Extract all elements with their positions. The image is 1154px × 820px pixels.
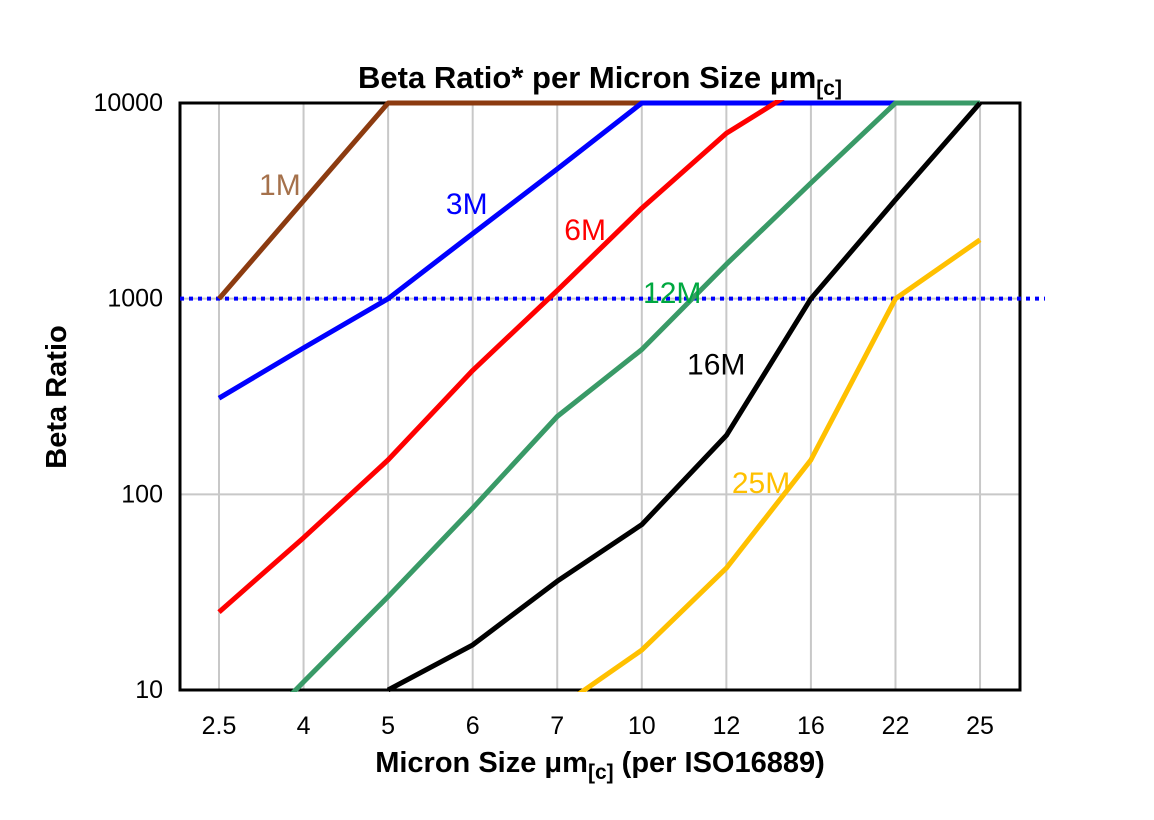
series-line-25M (577, 237, 982, 692)
series-line-12M (290, 100, 980, 692)
y-tick-label: 10000 (93, 89, 163, 117)
x-tick-label: 22 (882, 712, 910, 740)
x-tick-label: 12 (712, 712, 740, 740)
x-tick-label: 4 (297, 712, 311, 740)
x-tick-label: 7 (550, 712, 564, 740)
series-label-25M: 25M (732, 467, 790, 500)
y-tick-label: 10 (135, 676, 163, 704)
series-label-3M: 3M (446, 188, 488, 221)
x-tick-label: 25 (966, 712, 994, 740)
x-axis-title: Micron Size μm[c] (per ISO16889) (375, 747, 825, 784)
series-line-16M (386, 101, 982, 692)
y-tick-label: 1000 (107, 285, 163, 313)
series-line-3M (217, 100, 980, 401)
x-tick-label: 10 (628, 712, 656, 740)
x-tick-label: 5 (381, 712, 395, 740)
series-layer (217, 100, 982, 692)
tick-labels-layer: 10000 1000 100 10 2.5 4 5 6 7 10 12 16 22 25 (93, 89, 993, 740)
series-label-12M: 12M (643, 277, 701, 310)
series-line-6M (217, 100, 785, 614)
y-tick-label: 100 (121, 480, 163, 508)
chart-title: Beta Ratio* per Micron Size μm[c] (358, 60, 842, 100)
x-tick-label: 2.5 (202, 712, 237, 740)
y-axis-title: Beta Ratio (41, 325, 73, 468)
series-labels-layer: 1M 3M 6M 12M 16M 25M (259, 169, 790, 500)
series-label-6M: 6M (564, 214, 606, 247)
x-tick-label: 6 (466, 712, 480, 740)
x-tick-label: 16 (797, 712, 825, 740)
series-label-1M: 1M (259, 169, 301, 202)
plot-border (178, 101, 1022, 692)
gridlines (180, 103, 1020, 690)
series-label-16M: 16M (687, 349, 745, 382)
